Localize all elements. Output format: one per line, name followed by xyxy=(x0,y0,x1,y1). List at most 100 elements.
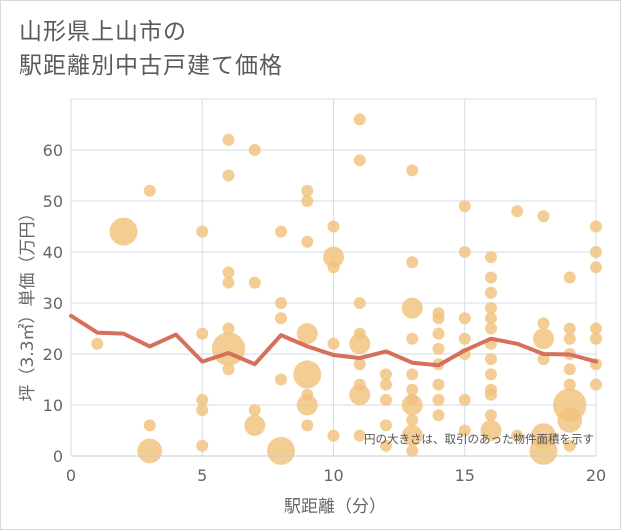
bubble-point xyxy=(458,424,471,437)
bubble-point xyxy=(485,271,497,284)
bubble-point xyxy=(353,297,366,309)
bubble-point xyxy=(485,322,497,335)
bubble-point xyxy=(275,312,287,325)
x-tick-label: 15 xyxy=(455,466,475,485)
bubble-size-note: 円の大きさは、取引のあった物件面積を示す xyxy=(364,432,594,446)
bubble-point xyxy=(563,439,576,452)
bubble-point xyxy=(244,414,266,436)
bubble-point xyxy=(248,276,261,289)
bubble-point xyxy=(432,342,445,355)
bubble-point xyxy=(485,409,497,422)
bubble-point xyxy=(222,266,235,279)
bubble-point xyxy=(222,322,235,335)
y-tick-label: 50 xyxy=(43,192,63,211)
bubble-point xyxy=(349,333,371,355)
bubble-point xyxy=(406,256,419,269)
bubble-point xyxy=(222,133,235,146)
x-tick-label: 5 xyxy=(197,466,207,485)
chart-title-line1: 山形県上山市の xyxy=(19,19,187,45)
bubble-point xyxy=(222,363,235,376)
bubble-point xyxy=(511,429,524,442)
axes: 0 10 20 30 40 50 60 0 5 10 15 20 xyxy=(43,141,607,485)
bubble-point xyxy=(406,164,419,177)
bubble-point xyxy=(293,360,322,389)
bubble-point xyxy=(275,297,287,309)
bubble-point xyxy=(267,436,295,465)
x-tick-label: 20 xyxy=(586,466,606,485)
bubble-point xyxy=(485,388,497,401)
bubble-point xyxy=(143,184,156,197)
bubbles xyxy=(91,113,602,465)
bubble-point xyxy=(327,261,340,274)
gridlines xyxy=(70,98,597,457)
bubble-point xyxy=(137,438,163,464)
bubble-point xyxy=(485,286,497,299)
x-axis-label: 駅距離（分） xyxy=(284,497,386,517)
bubble-point xyxy=(537,317,550,330)
bubble-point xyxy=(511,205,524,218)
bubble-point xyxy=(275,225,287,238)
bubble-point xyxy=(557,407,583,433)
bubble-point xyxy=(406,414,419,427)
bubble-point xyxy=(327,337,340,350)
y-tick-label: 30 xyxy=(43,294,63,313)
bubble-point xyxy=(222,276,235,289)
bubble-point xyxy=(401,425,423,447)
bubble-point xyxy=(196,439,209,452)
x-tick-label: 10 xyxy=(323,466,343,485)
bubble-point xyxy=(222,169,235,182)
bubble-point xyxy=(401,394,423,416)
bubble-point xyxy=(590,322,602,335)
bubble-point xyxy=(301,195,314,207)
bubble-point xyxy=(590,261,602,274)
bubble-point xyxy=(406,444,419,457)
bubble-point xyxy=(458,246,471,258)
bubble-point xyxy=(327,429,340,442)
y-axis-label: 坪（3.3㎡）単価（万円） xyxy=(18,204,38,401)
bubble-point xyxy=(91,337,104,350)
average-price-line xyxy=(69,313,598,368)
bubble-point xyxy=(406,332,419,345)
bubble-point xyxy=(432,312,445,325)
bubble-point xyxy=(196,404,209,417)
bubble-point xyxy=(533,328,554,350)
bubble-point xyxy=(563,378,576,391)
bubble-point xyxy=(380,368,392,381)
bubble-point xyxy=(485,251,497,264)
bubble-point xyxy=(353,429,366,442)
bubble-point xyxy=(537,210,550,223)
bubble-point xyxy=(301,419,314,432)
bubble-point xyxy=(196,327,209,340)
bubble-point xyxy=(380,393,392,406)
bubble-point xyxy=(406,383,419,396)
bubble-point xyxy=(296,394,318,416)
bubble-point xyxy=(590,220,602,233)
bubble-point xyxy=(353,154,366,167)
bubble-point xyxy=(563,363,576,376)
y-tick-label: 20 xyxy=(43,345,63,364)
bubble-point xyxy=(196,393,209,406)
bubble-point xyxy=(563,332,576,345)
bubble-point xyxy=(301,184,314,197)
bubble-point xyxy=(196,225,209,238)
bubble-point xyxy=(143,419,156,432)
y-tick-label: 60 xyxy=(43,141,63,160)
bubble-point xyxy=(380,419,392,432)
chart-title-line2: 駅距離別中古戸建て価格 xyxy=(19,53,283,79)
bubble-point xyxy=(590,246,602,258)
y-tick-label: 0 xyxy=(53,447,63,466)
bubble-point xyxy=(406,368,419,381)
bubble-point xyxy=(537,353,550,366)
bubble-point xyxy=(485,302,497,315)
bubble-point xyxy=(590,378,602,391)
bubble-point xyxy=(211,332,246,366)
bubble-point xyxy=(109,217,138,246)
bubble-point xyxy=(529,436,558,465)
bubble-point xyxy=(480,420,502,441)
bubble-point xyxy=(401,297,423,319)
y-tick-label: 10 xyxy=(43,396,63,415)
bubble-point xyxy=(380,439,392,452)
bubble-point xyxy=(432,393,445,406)
bubble-point xyxy=(485,312,497,325)
bubble-point xyxy=(458,200,471,213)
